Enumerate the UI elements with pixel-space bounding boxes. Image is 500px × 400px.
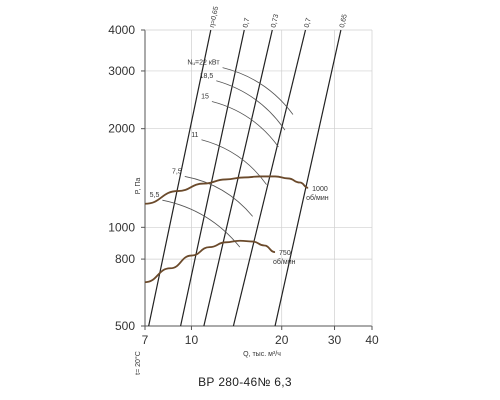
efficiency-label: 0,7 [242,17,251,28]
efficiency-line [180,29,245,327]
series-label: 750 [279,250,291,257]
grid-layer [145,30,372,326]
labels-layer: η=0,65 0,7 0,73 0,7 0,65 Nᵤ=22 кВт 18,5 15 11 7,5… [150,6,349,266]
y-tick-label: 1000 [108,220,135,234]
x-tick-label: 20 [275,333,289,347]
speed-curve [144,175,309,205]
x-tick-label: 10 [185,333,199,347]
power-line [162,199,241,248]
power-label: 15 [201,94,209,101]
y-tick-label: 4000 [108,23,135,37]
y-axis-label: P, Па [135,178,142,195]
power-line [211,101,279,148]
series-label-unit: об/мин [273,258,296,266]
power-label: 7,5 [172,168,182,175]
series-label-unit: об/мин [306,194,329,202]
power-label: 18,5 [200,73,214,80]
efficiency-line [232,29,307,327]
power-label: 5,5 [150,192,160,199]
y-tick-label: 800 [115,252,135,266]
x-tick-label: 40 [365,333,379,347]
efficiency-label: η=0,65 [209,6,220,29]
speed-curve [144,239,276,284]
power-label: 11 [191,132,198,139]
efficiency-line [274,29,342,327]
y-tick-label: 500 [115,319,135,333]
y-tick-label: 2000 [108,122,135,136]
efficiency-label: 0,65 [339,14,349,29]
efficiency-label: 0,73 [270,13,280,28]
temperature-label: t= 20°C [134,351,142,375]
series-label: 1000 [312,186,328,193]
efficiency-line [148,29,212,327]
power-line [184,176,253,217]
x-axis-label: Q, тыс. м³/ч [243,351,281,358]
x-tick-label: 7 [142,333,149,347]
axes-layer: 7 10 20 30 40 500 800 1000 2000 3000 4000 [108,23,379,347]
power-line [201,139,267,185]
power-line [222,67,294,115]
power-line [216,80,286,131]
power-label: Nᵤ=22 кВт [187,60,220,67]
power-lines-layer [162,67,294,248]
efficiency-label: 0,7 [304,17,313,28]
chart-title: ВР 280-46№ 6,3 [198,375,292,389]
y-tick-label: 3000 [108,64,135,78]
speed-curves-layer [144,175,309,284]
x-tick-label: 30 [328,333,342,347]
